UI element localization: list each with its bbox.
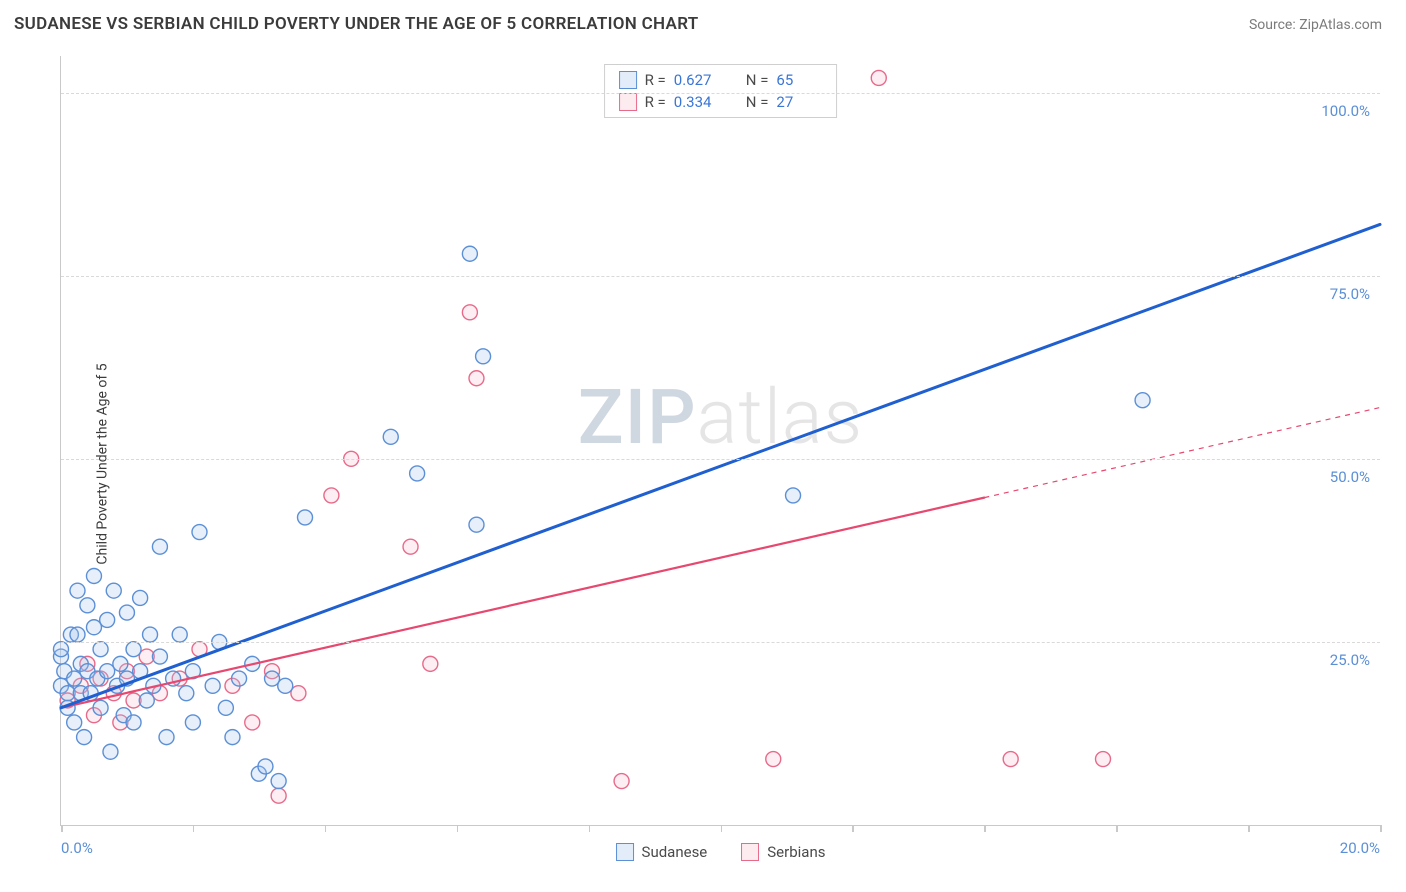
scatter-point-sudanese bbox=[1135, 393, 1150, 408]
scatter-point-sudanese bbox=[67, 671, 82, 686]
scatter-point-sudanese bbox=[179, 686, 194, 701]
gridline bbox=[61, 93, 1380, 94]
chart-title: SUDANESE VS SERBIAN CHILD POVERTY UNDER … bbox=[14, 14, 699, 34]
scatter-point-serbians bbox=[403, 539, 418, 554]
scatter-point-sudanese bbox=[383, 429, 398, 444]
x-tick bbox=[852, 825, 854, 832]
chart-container: Child Poverty Under the Age of 5 ZIPatla… bbox=[14, 46, 1392, 882]
scatter-point-serbians bbox=[469, 371, 484, 386]
scatter-point-sudanese bbox=[278, 678, 293, 693]
scatter-point-sudanese bbox=[54, 642, 69, 657]
scatter-point-sudanese bbox=[139, 693, 154, 708]
scatter-point-serbians bbox=[1096, 752, 1111, 767]
legend-label-sudanese: Sudanese bbox=[642, 843, 708, 861]
x-tick bbox=[1248, 825, 1250, 832]
scatter-layer bbox=[61, 56, 1380, 825]
scatter-point-sudanese bbox=[225, 730, 240, 745]
scatter-point-sudanese bbox=[133, 590, 148, 605]
scatter-point-sudanese bbox=[86, 620, 101, 635]
gridline bbox=[61, 459, 1380, 460]
y-tick-label: 25.0% bbox=[1330, 651, 1370, 669]
swatch-sudanese bbox=[616, 843, 634, 861]
legend-label-serbians: Serbians bbox=[767, 843, 825, 861]
source-label: Source: ZipAtlas.com bbox=[1249, 17, 1382, 33]
scatter-point-sudanese bbox=[172, 627, 187, 642]
trend-line-serbians-dashed bbox=[984, 408, 1380, 498]
scatter-point-serbians bbox=[766, 752, 781, 767]
scatter-point-sudanese bbox=[126, 715, 141, 730]
scatter-point-sudanese bbox=[185, 715, 200, 730]
scatter-point-sudanese bbox=[159, 730, 174, 745]
scatter-point-serbians bbox=[324, 488, 339, 503]
scatter-point-sudanese bbox=[205, 678, 220, 693]
scatter-point-sudanese bbox=[67, 715, 82, 730]
scatter-point-sudanese bbox=[100, 664, 115, 679]
x-tick bbox=[457, 825, 459, 832]
scatter-point-sudanese bbox=[119, 605, 134, 620]
scatter-point-sudanese bbox=[462, 246, 477, 261]
legend-item-serbians: Serbians bbox=[741, 843, 825, 861]
scatter-point-serbians bbox=[1003, 752, 1018, 767]
scatter-point-sudanese bbox=[232, 671, 247, 686]
y-tick-label: 50.0% bbox=[1330, 468, 1370, 486]
scatter-point-sudanese bbox=[93, 642, 108, 657]
plot-area: ZIPatlas R =0.627N =65R =0.334N =27 Suda… bbox=[60, 56, 1380, 826]
series-legend: Sudanese Serbians bbox=[616, 843, 826, 861]
legend-item-sudanese: Sudanese bbox=[616, 843, 708, 861]
x-tick bbox=[325, 825, 327, 832]
scatter-point-sudanese bbox=[70, 627, 85, 642]
x-tick bbox=[1380, 825, 1382, 832]
y-tick-label: 75.0% bbox=[1330, 285, 1370, 303]
scatter-point-sudanese bbox=[80, 598, 95, 613]
scatter-point-sudanese bbox=[103, 744, 118, 759]
x-tick bbox=[61, 825, 63, 832]
x-tick bbox=[589, 825, 591, 832]
scatter-point-sudanese bbox=[106, 583, 121, 598]
scatter-point-sudanese bbox=[77, 730, 92, 745]
scatter-point-sudanese bbox=[126, 642, 141, 657]
scatter-point-sudanese bbox=[152, 649, 167, 664]
swatch-serbians bbox=[741, 843, 759, 861]
x-tick bbox=[193, 825, 195, 832]
scatter-point-sudanese bbox=[786, 488, 801, 503]
x-tick bbox=[721, 825, 723, 832]
gridline bbox=[61, 276, 1380, 277]
scatter-point-sudanese bbox=[218, 700, 233, 715]
scatter-point-sudanese bbox=[298, 510, 313, 525]
scatter-point-serbians bbox=[462, 305, 477, 320]
scatter-point-sudanese bbox=[143, 627, 158, 642]
scatter-point-sudanese bbox=[410, 466, 425, 481]
scatter-point-sudanese bbox=[70, 583, 85, 598]
scatter-point-sudanese bbox=[469, 517, 484, 532]
scatter-point-serbians bbox=[271, 788, 286, 803]
x-tick bbox=[984, 825, 986, 832]
gridline bbox=[61, 642, 1380, 643]
y-tick-label: 100.0% bbox=[1321, 102, 1370, 120]
scatter-point-serbians bbox=[423, 656, 438, 671]
scatter-point-serbians bbox=[871, 70, 886, 85]
scatter-point-serbians bbox=[291, 686, 306, 701]
x-tick-label: 0.0% bbox=[61, 839, 93, 857]
x-tick-label: 20.0% bbox=[1340, 839, 1380, 857]
scatter-point-sudanese bbox=[100, 612, 115, 627]
scatter-point-sudanese bbox=[476, 349, 491, 364]
scatter-point-sudanese bbox=[93, 700, 108, 715]
scatter-point-sudanese bbox=[271, 774, 286, 789]
x-tick bbox=[1116, 825, 1118, 832]
scatter-point-sudanese bbox=[265, 671, 280, 686]
trend-line-sudanese bbox=[61, 224, 1380, 707]
scatter-point-serbians bbox=[245, 715, 260, 730]
scatter-point-sudanese bbox=[86, 568, 101, 583]
scatter-point-sudanese bbox=[258, 759, 273, 774]
scatter-point-serbians bbox=[614, 774, 629, 789]
scatter-point-sudanese bbox=[192, 525, 207, 540]
scatter-point-sudanese bbox=[152, 539, 167, 554]
scatter-point-sudanese bbox=[113, 656, 128, 671]
